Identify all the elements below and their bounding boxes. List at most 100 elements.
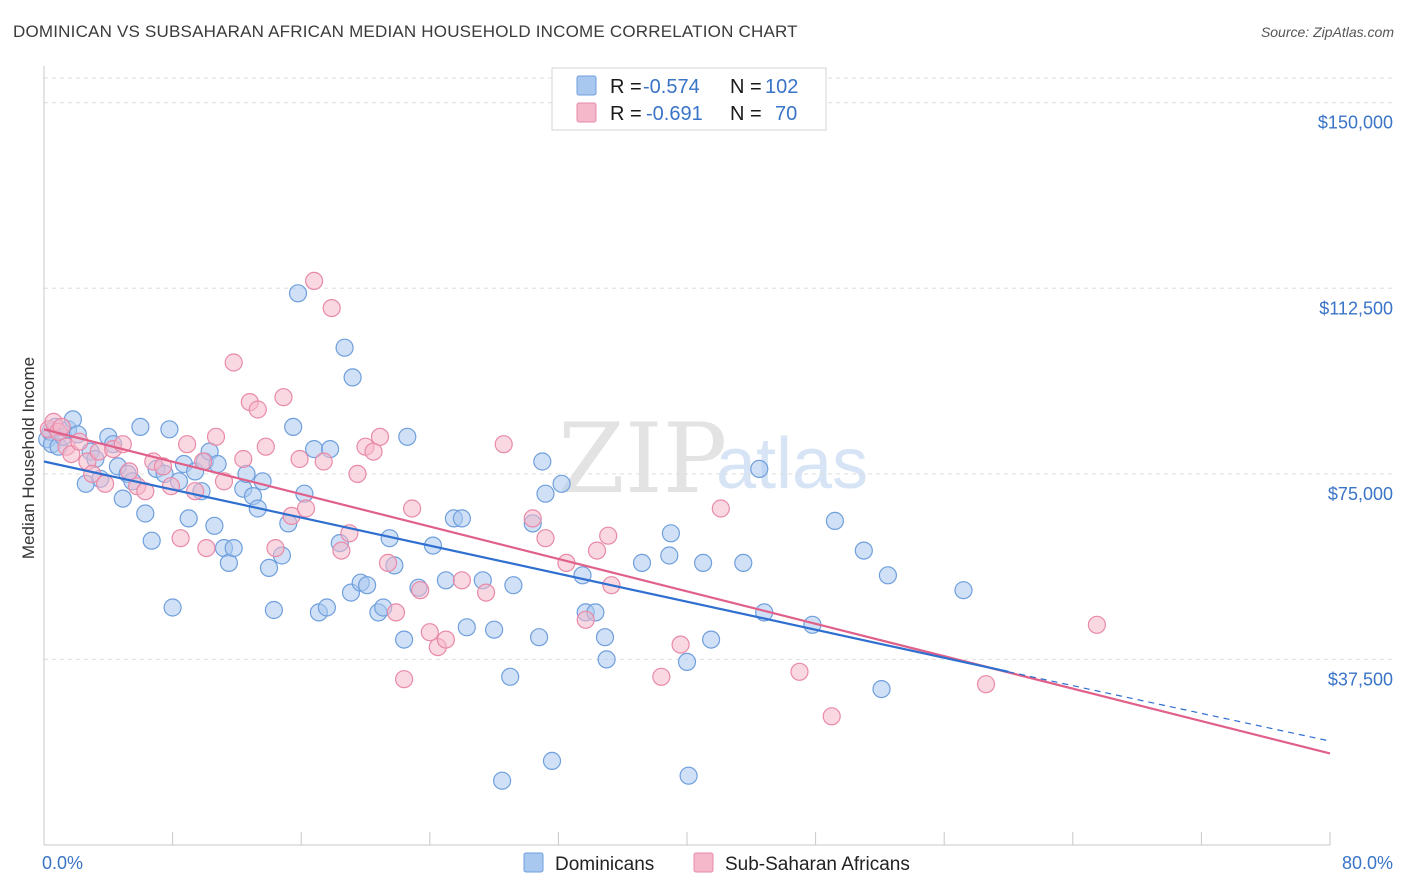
point-subsaharan [395,670,414,689]
axes [43,66,1331,846]
point-subsaharan [477,583,496,602]
point-subsaharan [378,553,398,573]
trend-line-subsaharan [43,428,1331,755]
point-dominicans [854,541,873,560]
point-subsaharan [386,603,406,622]
point-subsaharan [403,499,422,518]
point-subsaharan [711,499,730,518]
point-dominicans [163,598,182,617]
point-dominicans [679,766,698,785]
point-dominicans [552,474,571,493]
point-subsaharan [186,482,205,501]
point-subsaharan [1087,615,1107,634]
point-subsaharan [822,707,841,726]
point-dominicans [436,571,455,590]
point-subsaharan [976,675,996,694]
point-subsaharan [178,435,197,454]
point-subsaharan [322,299,341,318]
legend-label-dominicans: Dominicans [555,854,654,875]
point-subsaharan [671,635,690,654]
point-subsaharan [224,353,243,372]
point-dominicans [536,484,555,503]
point-dominicans [205,516,224,535]
legend-r-value: -0.574 [643,76,700,98]
point-dominicans [284,417,303,436]
point-subsaharan [256,437,275,456]
x-tick-label: 80.0% [1342,853,1393,873]
point-dominicans [878,566,898,585]
legend-r-label: R = [610,76,642,98]
point-subsaharan [523,509,542,528]
point-subsaharan [274,388,293,407]
series-legend: Dominicans Sub-Saharan Africans [523,852,910,875]
y-tick-labels: $37,500 $75,000 $112,500 $150,000 [1318,113,1393,690]
point-subsaharan [266,538,285,558]
point-dominicans [136,504,155,523]
point-subsaharan [296,499,316,518]
watermark-atlas: atlas [716,424,868,504]
x-tick-labels: 0.0% 80.0% [42,853,1393,873]
point-dominicans [595,628,615,647]
point-dominicans [529,628,549,647]
legend-swatch-subsaharan [576,102,597,123]
point-dominicans [113,489,132,508]
point-dominicans [288,284,308,303]
point-dominicans [335,338,354,357]
legend-r-value: -0.691 [646,103,703,125]
point-subsaharan [197,538,216,558]
trend-line-dominicans-extension [1008,671,1331,742]
legend-box [551,67,827,131]
point-dominicans [179,509,198,528]
point-subsaharan [420,623,439,642]
legend-n-value: 70 [775,103,797,125]
y-tick-label: $75,000 [1328,484,1393,504]
point-dominicans [317,598,336,617]
point-dominicans [632,553,652,573]
point-dominicans [661,524,681,543]
point-dominicans [398,427,417,446]
y-tick-label: $37,500 [1328,669,1393,689]
point-dominicans [542,751,562,771]
point-dominicans [142,531,161,550]
point-subsaharan [411,581,430,600]
point-subsaharan [652,667,671,686]
point-subsaharan [305,271,324,290]
point-dominicans [701,630,721,649]
point-dominicans [259,558,279,578]
point-subsaharan [234,449,253,469]
point-subsaharan [536,529,555,548]
point-dominicans [253,472,272,491]
data-points [38,271,1107,790]
point-subsaharan [95,474,115,493]
point-subsaharan [587,541,607,560]
point-dominicans [597,650,616,669]
point-dominicans [160,420,179,439]
point-dominicans [131,417,150,436]
y-axis-label: Median Household Income [19,357,38,559]
y-tick-label: $150,000 [1318,113,1393,133]
point-dominicans [452,509,471,528]
point-subsaharan [248,400,267,419]
point-subsaharan [153,457,173,476]
point-subsaharan [332,541,351,560]
point-dominicans [504,576,523,595]
point-subsaharan [452,571,471,590]
point-subsaharan [436,630,455,649]
point-subsaharan [214,472,234,491]
chart-title: DOMINICAN VS SUBSAHARAN AFRICAN MEDIAN H… [13,22,798,41]
gridlines [44,77,1396,660]
trend-lines [43,428,1331,755]
point-subsaharan [52,417,71,436]
point-dominicans [358,576,377,595]
legend-n-label: N = [730,76,762,98]
point-dominicans [264,600,283,620]
point-dominicans [954,581,973,600]
point-subsaharan [290,449,309,469]
trend-line-dominicans [43,460,1009,673]
legend-r-label: R = [610,103,642,125]
point-subsaharan [790,662,809,681]
point-dominicans [825,511,845,531]
point-subsaharan [348,464,367,483]
point-dominicans [677,652,697,672]
